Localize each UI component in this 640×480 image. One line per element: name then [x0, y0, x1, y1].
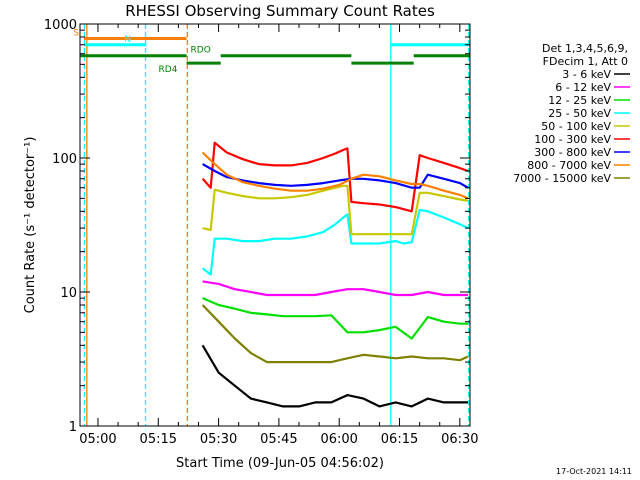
x-tick-label: 05:15 [140, 432, 177, 447]
x-tick-label: 06:30 [441, 432, 478, 447]
legend-label-2: 12 - 25 keV [548, 94, 611, 107]
legend-header-line-1: Det 1,3,4,5,6,9, [542, 42, 628, 55]
state-lines [83, 24, 470, 426]
plot-frame [79, 23, 471, 427]
legend-label-1: 6 - 12 keV [555, 81, 611, 94]
legend-label-0: 3 - 6 keV [562, 68, 611, 81]
y-tick-label: 1 [69, 420, 77, 435]
x-tick-label: 06:15 [381, 432, 418, 447]
y-tick-label: 10 [60, 286, 77, 301]
x-axis-label: Start Time (09-Jun-05 04:56:02) [176, 456, 384, 471]
chart-title: RHESSI Observing Summary Count Rates [125, 2, 435, 20]
legend: Det 1,3,4,5,6,9, FDecim 1, Att 0 3 - 6 k… [513, 42, 630, 185]
series-line-3 [201, 208, 469, 276]
legend-label-3: 25 - 50 keV [548, 107, 611, 120]
series-line-7 [201, 151, 469, 200]
series-line-0 [201, 344, 468, 408]
legend-label-7: 800 - 7000 keV [527, 159, 611, 172]
series-line-1 [202, 280, 468, 297]
x-axis: 05:00 05:15 05:30 05:45 06:00 06:15 06:30 [79, 24, 479, 447]
series-line-8 [201, 304, 469, 364]
footer-date: 17-Oct-2021 14:11 [556, 467, 632, 476]
series-line-2 [202, 297, 468, 340]
state-bar-label-n: N [124, 35, 131, 45]
series-layer [201, 141, 469, 408]
x-tick-label: 05:45 [260, 432, 297, 447]
legend-label-8: 7000 - 15000 keV [513, 172, 611, 185]
y-tick-label: 100 [52, 152, 77, 167]
legend-label-4: 50 - 100 keV [541, 120, 611, 133]
state-bar-label-rd4: RD4 [159, 65, 178, 75]
legend-label-6: 300 - 800 keV [534, 146, 611, 159]
y-tick-label: 1000 [44, 18, 77, 33]
state-bars: S N RDO RD4 [73, 28, 470, 75]
x-tick-label: 06:00 [320, 432, 357, 447]
series-line-5 [201, 141, 469, 213]
legend-label-5: 100 - 300 keV [534, 133, 611, 146]
series-line-4 [202, 184, 469, 236]
series-line-6 [202, 163, 469, 189]
x-tick-label: 05:00 [79, 432, 116, 447]
y-axis: 1 10 100 1000 [44, 18, 470, 435]
y-axis-label: Count Rate (s⁻¹ detector⁻¹) [23, 137, 38, 314]
x-tick-label: 05:30 [200, 432, 237, 447]
state-bar-label-rdo: RDO [191, 46, 211, 56]
state-bar-label-s: S [73, 28, 79, 38]
legend-header-line-2: FDecim 1, Att 0 [543, 55, 628, 68]
